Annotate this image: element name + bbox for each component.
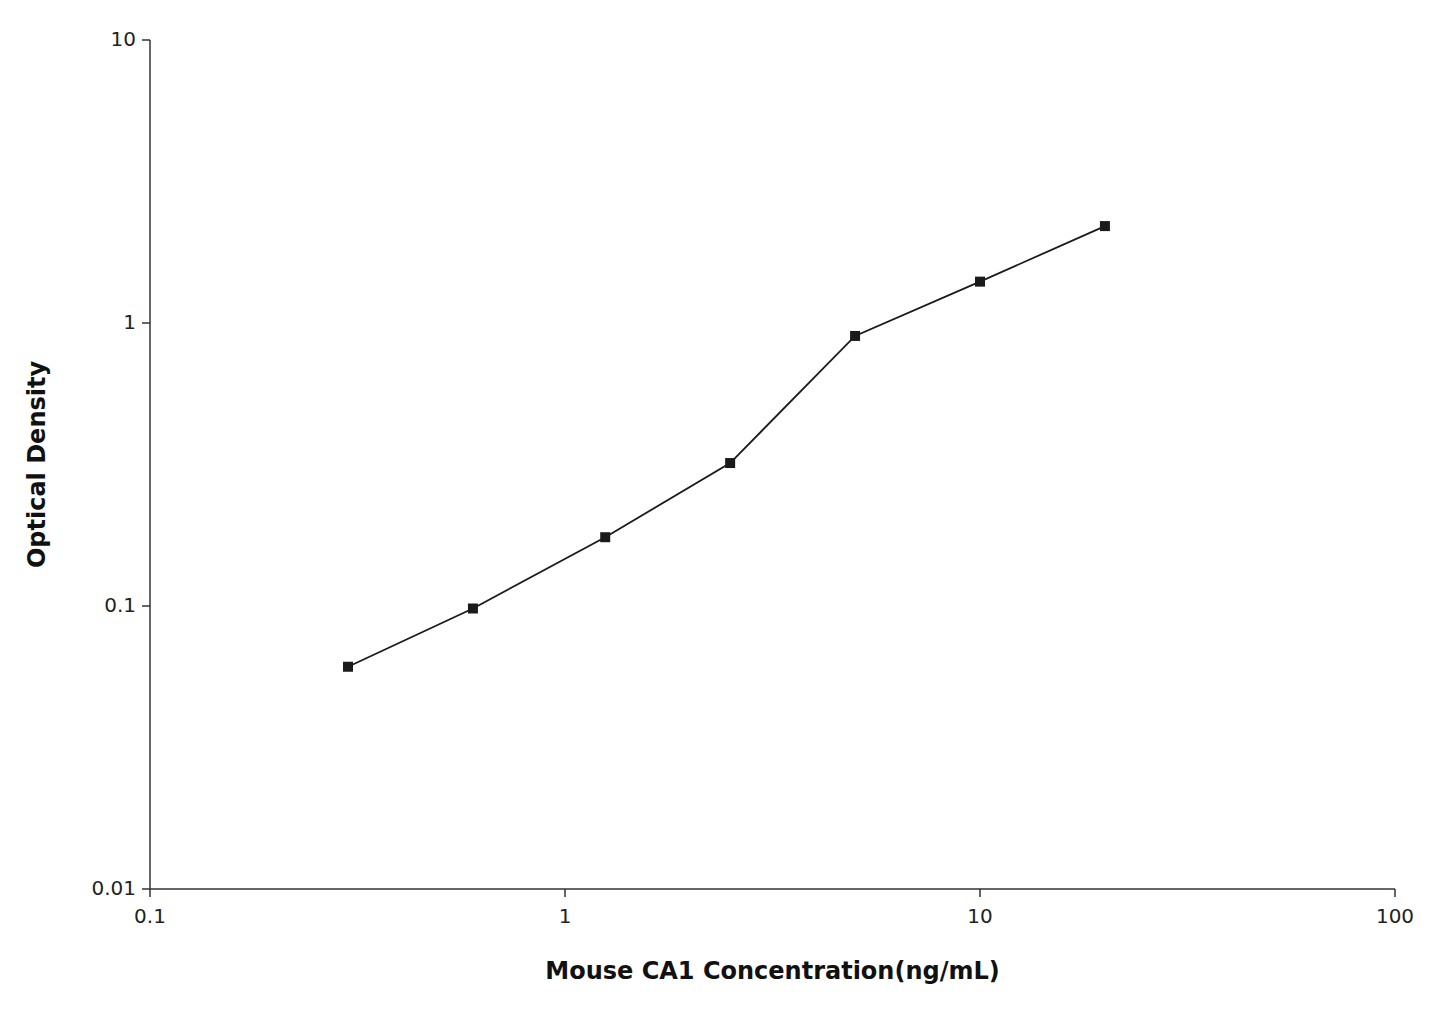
data-point xyxy=(725,458,735,468)
y-tick xyxy=(142,39,150,41)
y-tick xyxy=(142,888,150,890)
data-line xyxy=(348,226,1105,667)
y-tick-label: 1 xyxy=(123,310,136,334)
y-tick xyxy=(142,322,150,324)
x-tick-label: 10 xyxy=(967,904,992,928)
x-tick xyxy=(149,889,151,897)
x-tick-label: 100 xyxy=(1376,904,1414,928)
data-point xyxy=(975,277,985,287)
x-axis-line xyxy=(150,888,1395,890)
y-tick-label: 0.1 xyxy=(104,593,136,617)
y-axis-line xyxy=(149,40,151,889)
data-point xyxy=(850,331,860,341)
y-axis-label: Optical Density xyxy=(23,361,51,569)
x-tick xyxy=(979,889,981,897)
data-point xyxy=(468,603,478,613)
plot-area xyxy=(343,221,1110,672)
data-point xyxy=(1100,221,1110,231)
x-tick-label: 0.1 xyxy=(134,904,166,928)
chart: 0.1 1 10 100 0.01 0.1 1 10 Mouse CA1 Concentrati… xyxy=(0,0,1445,1009)
x-tick xyxy=(564,889,566,897)
data-point xyxy=(343,662,353,672)
y-tick-label: 10 xyxy=(111,27,136,51)
x-axis-label: Mouse CA1 Concentration(ng/mL) xyxy=(545,957,999,985)
y-tick xyxy=(142,605,150,607)
data-point xyxy=(600,532,610,542)
x-tick-label: 1 xyxy=(559,904,572,928)
x-tick xyxy=(1394,889,1396,897)
y-tick-label: 0.01 xyxy=(91,876,136,900)
